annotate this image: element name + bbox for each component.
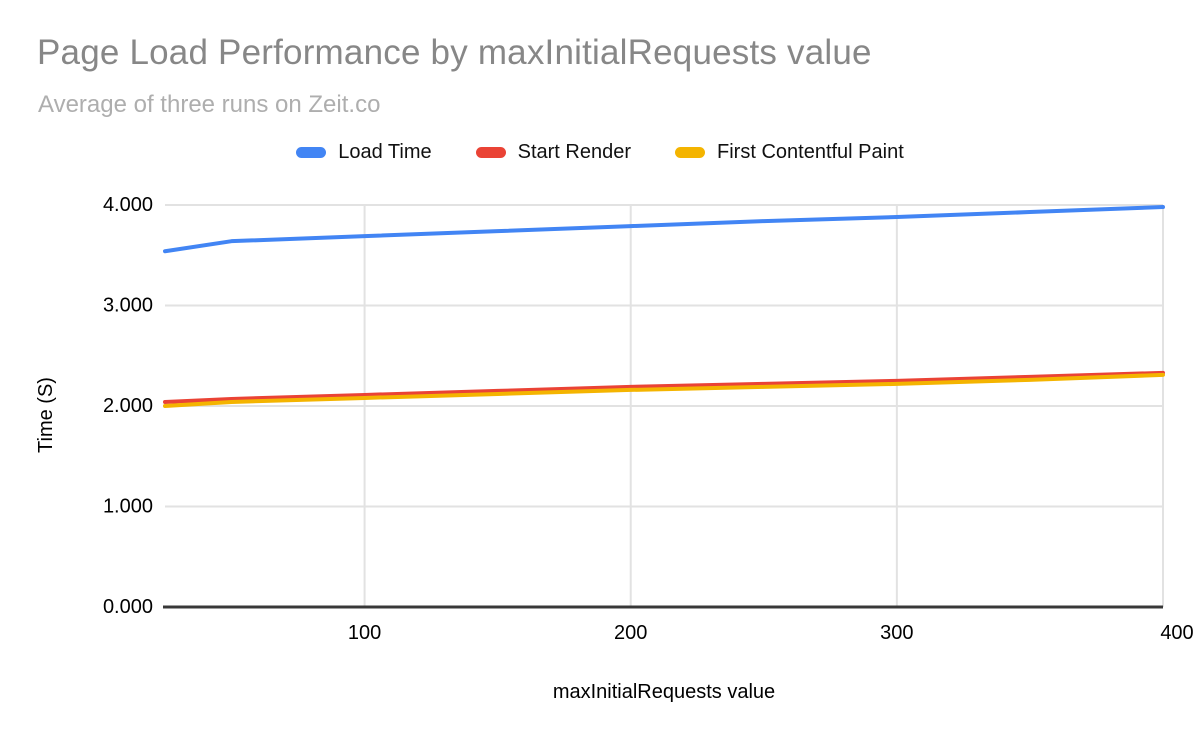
y-axis-title: Time (S) <box>35 377 57 453</box>
x-tick-label: 200 <box>614 622 647 644</box>
page-subtitle: Average of three runs on Zeit.co <box>38 91 381 118</box>
start-render-swatch-icon <box>475 147 506 158</box>
legend-item-load-time: Load Time <box>296 141 432 164</box>
legend-label: Start Render <box>517 141 632 163</box>
x-tick-label: 300 <box>880 622 913 644</box>
y-tick-label: 4.000 <box>103 194 153 216</box>
x-tick-label: 100 <box>348 622 381 644</box>
y-tick-label: 1.000 <box>103 496 153 518</box>
series-line-first-contentful-paint <box>163 372 1165 408</box>
legend-label: Load Time <box>338 141 432 163</box>
series-line-load-time <box>163 205 1165 254</box>
legend-item-first-contentful-paint: First Contentful Paint <box>675 141 904 164</box>
y-tick-label: 2.000 <box>103 395 153 417</box>
load-time-swatch-icon <box>296 147 327 158</box>
x-tick-label: 400 <box>1160 622 1193 644</box>
series-line-start-render <box>163 370 1165 404</box>
first-contentful-paint-swatch-icon <box>675 147 706 158</box>
y-tick-label: 0.000 <box>103 596 153 618</box>
legend: Load Time Start Render First Contentful … <box>0 141 1200 164</box>
page-title: Page Load Performance by maxInitialReque… <box>37 33 872 72</box>
y-tick-label: 3.000 <box>103 295 153 317</box>
legend-label: First Contentful Paint <box>717 141 904 163</box>
x-axis-title: maxInitialRequests value <box>553 681 775 703</box>
legend-item-start-render: Start Render <box>475 141 632 164</box>
